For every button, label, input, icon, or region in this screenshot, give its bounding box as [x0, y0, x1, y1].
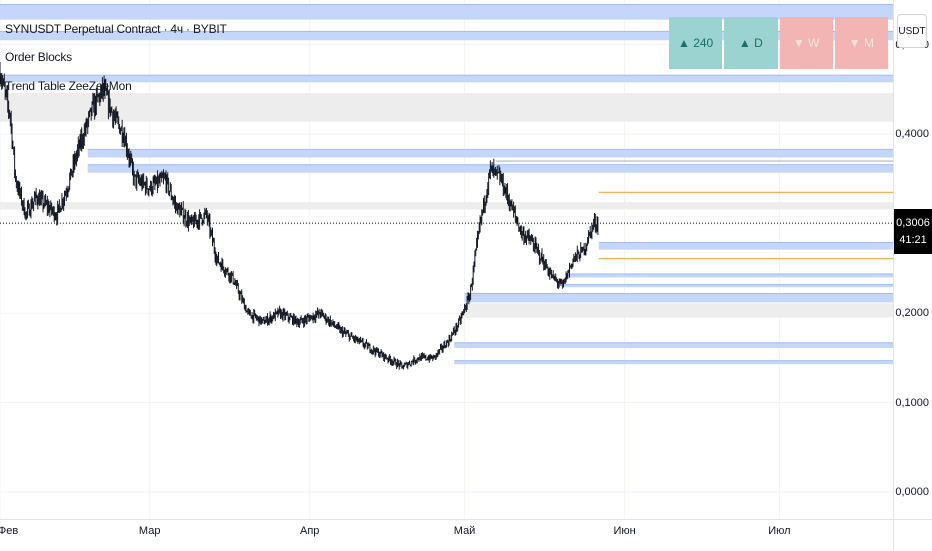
last-price-tag: 0,3006 41:21	[894, 209, 932, 255]
order-block-zone	[0, 4, 893, 20]
x-tick-label: Май	[453, 525, 476, 537]
order-block-zone	[562, 284, 893, 288]
legend-order-blocks[interactable]: Order Blocks	[5, 50, 72, 64]
trend-cell-240: ▲ 240	[669, 17, 723, 69]
grid-lines	[0, 0, 893, 519]
y-tick-label: 0,1000	[895, 396, 929, 409]
legend-trend-table[interactable]: Trend Table ZeeZeeMon	[5, 79, 132, 93]
currency-button[interactable]: USDT	[897, 14, 927, 48]
y-tick-label: 0,4000	[895, 128, 929, 141]
order-block-zone	[0, 202, 893, 210]
order-block-zone	[87, 149, 893, 158]
order-block-zone	[567, 273, 893, 278]
axis-corner	[893, 519, 932, 551]
x-tick-label: Апр	[299, 525, 320, 537]
price-chart[interactable]	[0, 0, 893, 519]
last-price-value: 0,3006	[896, 216, 930, 229]
order-block-zones	[0, 3, 893, 365]
order-block-zone	[464, 303, 893, 318]
order-block-zone	[598, 242, 893, 250]
order-block-zone	[0, 75, 893, 83]
y-tick-label: 0,0000	[895, 486, 929, 499]
bar-countdown: 41:21	[899, 233, 927, 246]
order-block-zone	[454, 342, 893, 349]
trend-cell-day: ▲ D	[724, 17, 778, 69]
order-block-zone	[454, 360, 893, 365]
order-block-zone	[464, 293, 893, 303]
x-tick-label: Мар	[138, 525, 161, 537]
legend-symbol[interactable]: SYNUSDT Perpetual Contract · 4ч · BYBIT	[5, 22, 227, 36]
x-tick-label: Июн	[613, 525, 636, 537]
trend-table: ▲ 240 ▲ D ▼ W ▼ M	[669, 17, 888, 69]
trend-cell-month: ▼ M	[834, 17, 888, 69]
x-tick-label: Фев	[0, 525, 19, 537]
candles	[0, 61, 599, 370]
trend-cell-week: ▼ W	[779, 17, 833, 69]
order-block-zone	[0, 93, 893, 122]
x-tick-label: Июл	[768, 525, 791, 537]
y-tick-label: 0,2000	[895, 307, 929, 320]
level-lines	[495, 160, 893, 260]
order-block-zone	[0, 31, 893, 41]
time-axis[interactable]: Фев Мар Апр Май Июн Июл	[0, 519, 893, 551]
